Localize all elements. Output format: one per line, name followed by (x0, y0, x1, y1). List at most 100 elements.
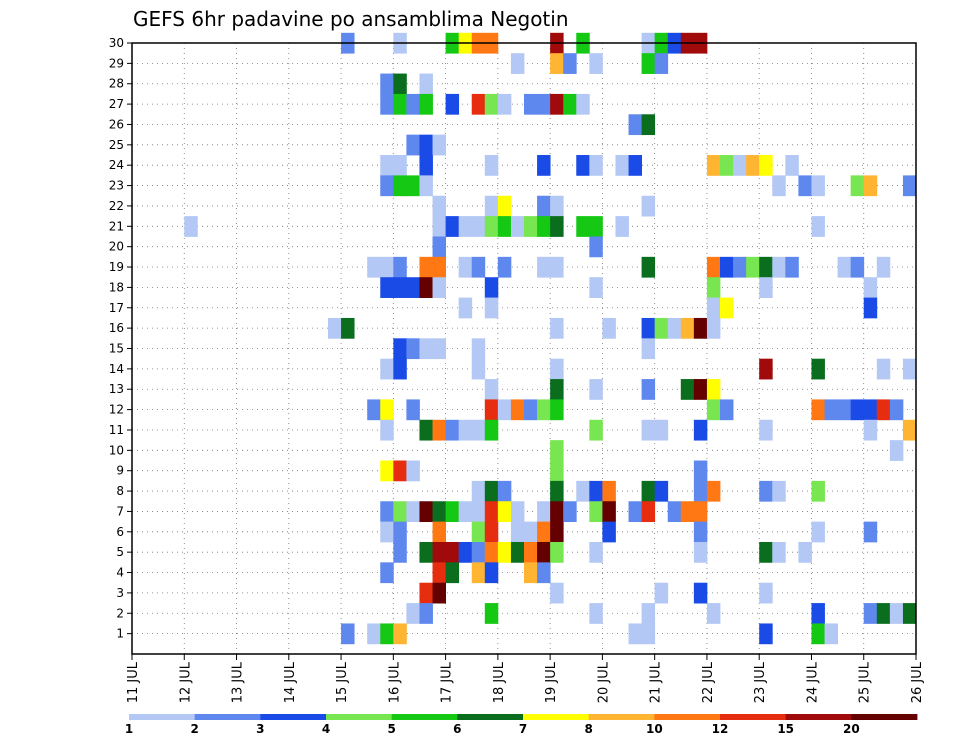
heatmap-cell (602, 317, 616, 339)
heatmap-cell (589, 216, 603, 237)
x-tick-label: 25 JUL (858, 661, 873, 703)
heatmap-cell (419, 93, 433, 115)
heatmap-cell (458, 256, 473, 278)
heatmap-cell (367, 623, 381, 645)
heatmap-cell (680, 379, 695, 400)
heatmap-cell (380, 501, 394, 523)
heatmap-cell (589, 419, 603, 441)
heatmap-cell (563, 93, 577, 115)
heatmap-cell (380, 73, 394, 95)
heatmap-cell (393, 501, 407, 523)
heatmap-cell (406, 175, 420, 197)
legend-label: 12 (712, 722, 729, 736)
heatmap-cell (537, 216, 551, 237)
heatmap-cell (341, 623, 355, 645)
heatmap-cell (550, 358, 564, 380)
heatmap-cell (537, 541, 551, 563)
heatmap-cell (706, 603, 721, 624)
heatmap-cell (393, 338, 407, 360)
heatmap-cell (510, 521, 525, 543)
heatmap-cell (484, 297, 499, 319)
heatmap-cell (811, 399, 825, 421)
legend-swatch (588, 714, 655, 720)
heatmap-cell (393, 73, 407, 95)
heatmap-cell (432, 216, 446, 237)
heatmap-cell (602, 521, 616, 543)
heatmap-cell (811, 175, 825, 197)
heatmap-cell (550, 480, 564, 502)
heatmap-cell (811, 480, 825, 502)
heatmap-cell (589, 603, 603, 624)
x-tick-label: 16 JUL (387, 661, 402, 703)
y-tick-label: 24 (109, 158, 124, 172)
legend-label: 20 (843, 722, 860, 736)
heatmap-cell (419, 256, 433, 278)
heatmap-cell (720, 155, 734, 176)
heatmap-cell (628, 623, 642, 645)
heatmap-cell (667, 501, 682, 523)
heatmap-cell (550, 195, 564, 217)
heatmap-cell (576, 216, 590, 237)
heatmap-cell (811, 216, 825, 237)
y-tick-label: 9 (116, 464, 124, 478)
heatmap-cell (746, 256, 760, 278)
legend-swatch (391, 714, 458, 720)
heatmap-cell (471, 521, 486, 543)
heatmap-cell (706, 277, 721, 298)
heatmap-cell (720, 256, 734, 278)
x-tick-label: 20 JUL (596, 661, 611, 703)
heatmap-cell (759, 582, 773, 604)
heatmap-cell (524, 562, 538, 584)
heatmap-cell (628, 501, 642, 523)
heatmap-cell (772, 175, 786, 197)
heatmap-cell (576, 480, 590, 502)
heatmap-cell (641, 501, 656, 523)
heatmap-cell (863, 297, 878, 319)
heatmap-cell (550, 256, 564, 278)
heatmap-cell (484, 603, 499, 624)
heatmap-cell (785, 155, 799, 176)
heatmap-cell (641, 379, 656, 400)
heatmap-cell (406, 134, 420, 156)
legend-label: 8 (584, 722, 592, 736)
heatmap-cell (628, 155, 642, 176)
heatmap-cell (759, 155, 773, 176)
heatmap-cell (393, 155, 407, 176)
y-tick-label: 7 (116, 504, 124, 518)
heatmap-cell (393, 277, 407, 298)
heatmap-cell (902, 175, 917, 197)
y-tick-label: 28 (109, 77, 124, 91)
heatmap-cell (798, 541, 812, 563)
heatmap-cell (550, 541, 564, 563)
heatmap-cell (706, 480, 721, 502)
x-tick-label: 24 JUL (805, 661, 820, 703)
heatmap-cell (484, 541, 499, 563)
heatmap-cell (693, 501, 708, 523)
heatmap-cell (380, 419, 394, 441)
legend-swatch (194, 714, 261, 720)
heatmap-cell (889, 603, 904, 624)
heatmap-cell (484, 521, 499, 543)
cells-layer (184, 32, 917, 645)
heatmap-cell (432, 338, 446, 360)
heatmap-cell (380, 521, 394, 543)
heatmap-cell (432, 236, 446, 258)
heatmap-cell (641, 114, 656, 136)
heatmap-cell (850, 399, 865, 421)
y-tick-label: 11 (109, 423, 124, 437)
y-tick-label: 13 (109, 382, 124, 396)
legend-label: 5 (387, 722, 395, 736)
heatmap-cell (811, 623, 825, 645)
heatmap-cell (419, 541, 433, 563)
heatmap-cell (524, 93, 538, 115)
heatmap-cell (406, 603, 420, 624)
legend-swatch (457, 714, 524, 720)
heatmap-cell (589, 53, 603, 74)
heatmap-cell (419, 175, 433, 197)
heatmap-cell (524, 216, 538, 237)
heatmap-cell (693, 480, 708, 502)
heatmap-cell (654, 582, 669, 604)
heatmap-cell (693, 521, 708, 543)
x-tick-label: 22 JUL (701, 661, 716, 703)
heatmap-cell (484, 195, 499, 217)
